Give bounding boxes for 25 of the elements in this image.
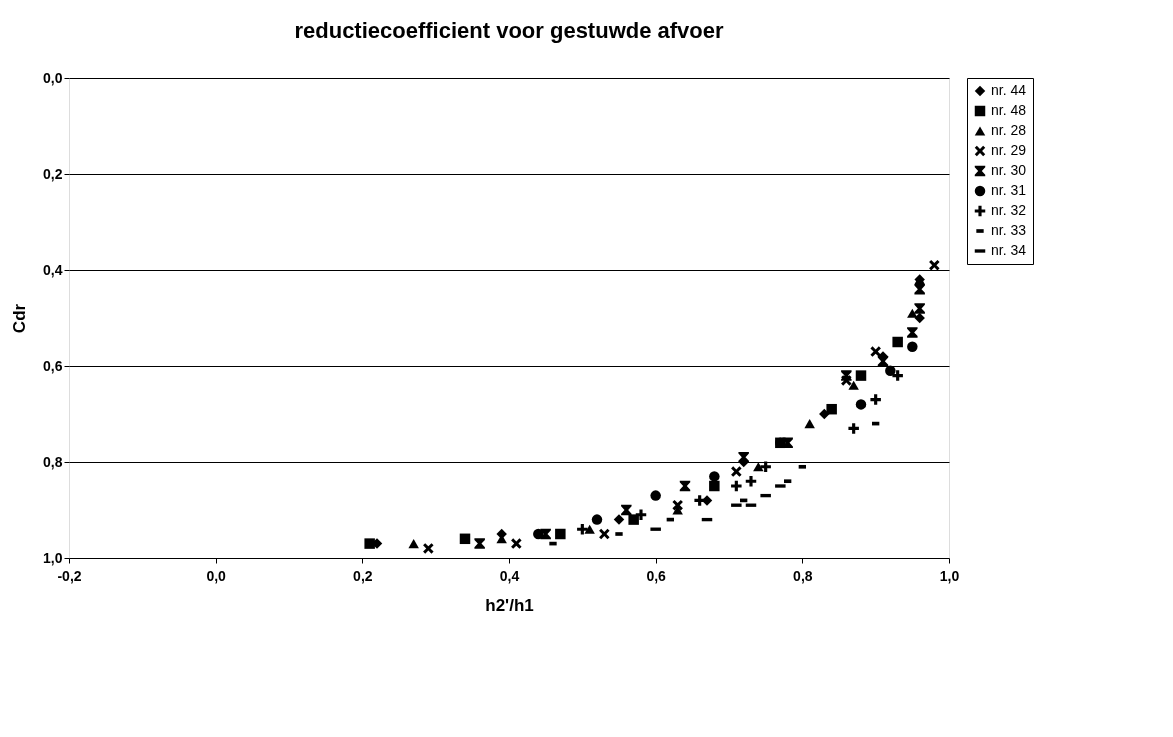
legend-label: nr. 30: [991, 162, 1027, 178]
x-tick-label: 0,4: [499, 567, 520, 584]
y-tick-label: 0,6: [43, 357, 63, 374]
y-tick-label: 0,4: [43, 261, 63, 278]
legend-label: nr. 44: [991, 82, 1027, 98]
x-tick-label: 1,0: [939, 567, 960, 584]
x-tick-label: 0,8: [793, 567, 813, 584]
y-tick-label: 1,0: [43, 549, 63, 566]
x-tick-label: -0,2: [57, 567, 82, 584]
legend-label: nr. 33: [991, 222, 1027, 238]
legend-label: nr. 48: [991, 102, 1027, 118]
x-tick-label: 0,2: [353, 567, 373, 584]
y-tick-label: 0,2: [43, 165, 63, 182]
x-axis-title: h2'/h1: [485, 595, 534, 615]
legend-label: nr. 29: [991, 142, 1027, 158]
legend-label: nr. 34: [991, 242, 1027, 258]
chart-title: reductiecoefficient voor gestuwde afvoer: [294, 18, 724, 43]
x-tick-label: 0,0: [206, 567, 227, 584]
legend-label: nr. 28: [991, 122, 1027, 138]
y-tick-label: 0,0: [43, 69, 63, 86]
x-tick-label: 0,6: [646, 567, 667, 584]
legend-label: nr. 31: [991, 182, 1027, 198]
y-tick-label: 0,8: [43, 453, 63, 470]
legend-label: nr. 32: [991, 202, 1027, 218]
y-axis-title: Cdr: [10, 303, 30, 334]
